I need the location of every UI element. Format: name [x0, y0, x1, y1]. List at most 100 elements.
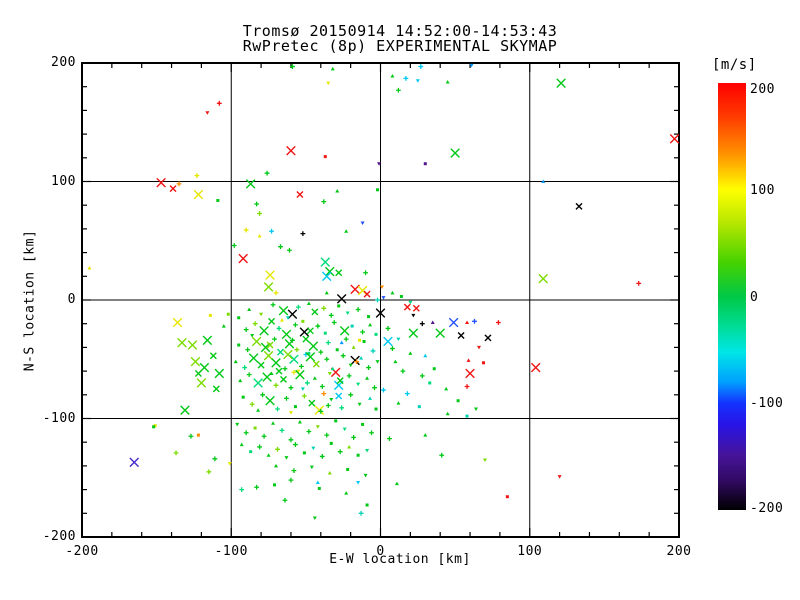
data-point	[262, 372, 272, 382]
data-point	[250, 334, 255, 338]
data-point	[325, 340, 331, 346]
data-point	[321, 271, 332, 282]
data-point	[399, 294, 403, 298]
data-point	[256, 408, 261, 412]
data-point	[330, 66, 335, 71]
data-point	[264, 170, 270, 176]
data-point	[291, 468, 297, 474]
data-point	[257, 211, 263, 216]
data-point	[636, 281, 642, 286]
data-point	[284, 456, 289, 460]
data-point	[324, 266, 335, 277]
data-point	[326, 81, 331, 86]
data-point	[239, 487, 245, 492]
data-point	[358, 510, 364, 516]
data-point	[254, 484, 260, 490]
data-point	[381, 387, 386, 393]
data-point	[290, 64, 295, 69]
data-point	[173, 450, 179, 456]
data-point	[274, 463, 279, 468]
data-point	[334, 419, 338, 423]
data-point	[428, 381, 432, 385]
data-point	[356, 382, 361, 387]
data-point	[375, 297, 380, 303]
data-point	[359, 356, 364, 360]
data-point	[214, 368, 225, 379]
data-point	[243, 227, 249, 233]
data-point	[335, 188, 340, 193]
data-point	[257, 234, 262, 238]
x-tick-label: 0	[376, 544, 385, 559]
data-point	[445, 79, 450, 84]
data-point	[379, 285, 384, 289]
data-point	[306, 327, 314, 335]
data-point	[465, 368, 475, 379]
data-point	[202, 335, 213, 346]
data-point	[129, 457, 140, 468]
data-point	[288, 477, 294, 483]
data-point	[243, 430, 249, 436]
data-point	[311, 308, 319, 316]
data-point	[323, 155, 327, 159]
x-axis-title: E-W location [km]	[329, 552, 471, 567]
data-point	[469, 63, 474, 68]
data-point	[260, 342, 271, 353]
data-point	[221, 324, 226, 328]
data-point	[370, 348, 376, 354]
data-point	[343, 336, 349, 342]
colorbar-tick-label: -100	[750, 396, 784, 412]
data-point	[419, 373, 425, 379]
data-point	[423, 162, 427, 166]
data-point	[293, 405, 297, 409]
data-point	[279, 375, 287, 383]
data-point	[365, 503, 369, 507]
data-point	[257, 444, 263, 450]
x-tick-label: -100	[214, 544, 248, 559]
data-point	[302, 451, 306, 455]
data-point	[411, 313, 416, 318]
data-point	[669, 134, 680, 144]
plot-title-line1: Tromsø 20150914 14:52:00-14:53:43	[242, 22, 558, 40]
data-point	[336, 294, 347, 304]
data-point	[271, 358, 281, 368]
data-point	[383, 336, 393, 347]
data-point	[266, 453, 271, 457]
data-point	[367, 315, 371, 319]
data-point	[408, 351, 413, 355]
data-point	[377, 162, 382, 166]
x-tick-label: 100	[517, 544, 543, 559]
data-point	[357, 402, 362, 407]
data-point	[575, 202, 583, 210]
data-point	[282, 366, 288, 372]
data-point	[237, 343, 241, 347]
data-point	[241, 395, 245, 399]
data-point	[538, 273, 548, 284]
data-point	[350, 324, 354, 328]
data-point	[302, 335, 310, 343]
data-point	[273, 290, 279, 296]
data-point	[375, 360, 380, 364]
data-point	[312, 376, 317, 380]
data-point	[263, 282, 274, 292]
colorbar-tick-label: -200	[750, 501, 784, 516]
data-point	[348, 363, 353, 368]
data-point	[308, 399, 316, 407]
data-point	[319, 454, 325, 459]
data-point	[268, 317, 276, 325]
data-point	[329, 441, 333, 445]
colorbar	[718, 83, 746, 510]
data-point	[275, 367, 283, 375]
data-point	[404, 391, 410, 397]
y-tick-label: 0	[67, 292, 76, 307]
data-point	[350, 284, 360, 295]
x-tick-label: 200	[666, 544, 692, 559]
data-point	[300, 387, 305, 391]
data-point	[381, 296, 386, 300]
data-point	[331, 320, 337, 325]
data-point	[188, 433, 194, 439]
data-point	[356, 453, 360, 457]
data-point	[196, 433, 200, 437]
data-point	[269, 228, 274, 234]
